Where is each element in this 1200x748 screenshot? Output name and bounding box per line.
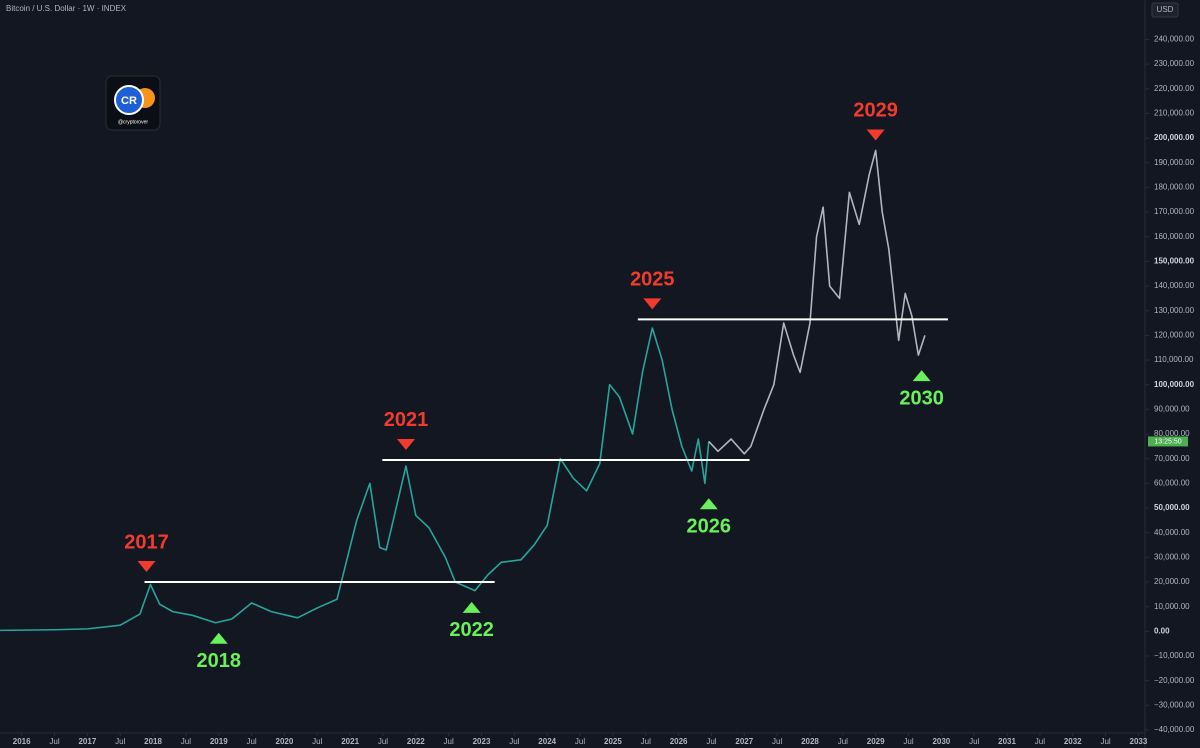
x-tick-label: Jul (772, 737, 782, 746)
x-tick-label: 2024 (538, 737, 556, 746)
y-tick-label: 120,000.00 (1154, 331, 1195, 340)
x-tick-label: Jul (378, 737, 388, 746)
annotation-label: 2029 (853, 100, 898, 122)
currency: USD (1157, 5, 1174, 14)
annotation-label: 2022 (449, 619, 494, 641)
price-tag (1148, 436, 1188, 447)
y-tick-label: 90,000.00 (1154, 405, 1190, 414)
annotation-label: 2030 (899, 387, 944, 409)
y-tick-label: 0.00 (1154, 626, 1170, 635)
y-tick-label: 160,000.00 (1154, 232, 1195, 241)
y-tick-label: −30,000.00 (1154, 700, 1195, 709)
y-tick-label: −20,000.00 (1154, 676, 1195, 685)
bottom-marker (912, 370, 931, 382)
y-tick-label: 150,000.00 (1154, 257, 1195, 266)
x-tick-label: Jul (575, 737, 585, 746)
x-tick-label: 2022 (407, 737, 425, 746)
annotation-label: 2017 (124, 531, 169, 553)
y-tick-label: 70,000.00 (1154, 454, 1190, 463)
y-tick-label: −40,000.00 (1154, 725, 1195, 734)
x-tick-label: 2027 (735, 737, 753, 746)
x-tick-label: 2026 (670, 737, 688, 746)
price-line (0, 327, 710, 632)
x-tick-label: 2033 (1130, 737, 1148, 746)
y-tick-label: 60,000.00 (1154, 478, 1190, 487)
x-tick-label: 2021 (341, 737, 359, 746)
x-tick-label: 2023 (473, 737, 491, 746)
top-marker (643, 298, 662, 310)
y-tick-label: 80,000.00 (1154, 429, 1190, 438)
y-tick-label: 230,000.00 (1154, 59, 1195, 68)
x-tick-label: 2020 (276, 737, 294, 746)
x-tick-label: Jul (115, 737, 125, 746)
x-tick-label: Jul (509, 737, 519, 746)
x-tick-label: 2016 (13, 737, 31, 746)
bottom-marker (462, 601, 481, 613)
x-tick-label: 2030 (932, 737, 950, 746)
logo-handle: @cryptorover (118, 119, 148, 125)
x-tick-label: Jul (1035, 737, 1045, 746)
y-tick-label: 220,000.00 (1154, 84, 1195, 93)
annotation-label: 2021 (384, 409, 429, 431)
x-tick-label: Jul (969, 737, 979, 746)
x-tick-label: Jul (838, 737, 848, 746)
currency-box[interactable] (1151, 2, 1179, 18)
y-tick-label: 130,000.00 (1154, 306, 1195, 315)
y-tick-label: 50,000.00 (1154, 503, 1190, 512)
y-tick-label: 20,000.00 (1154, 577, 1190, 586)
x-tick-label: Jul (1100, 737, 1110, 746)
x-tick-label: Jul (444, 737, 454, 746)
x-tick-label: 2025 (604, 737, 622, 746)
y-tick-label: 170,000.00 (1154, 207, 1195, 216)
top-marker (396, 438, 415, 450)
y-tick-label: 40,000.00 (1154, 528, 1190, 537)
logo-mark: CR (121, 95, 137, 107)
x-tick-label: Jul (903, 737, 913, 746)
x-tick-label: 2017 (78, 737, 96, 746)
y-tick-label: 190,000.00 (1154, 158, 1195, 167)
y-tick-label: 10,000.00 (1154, 602, 1190, 611)
x-tick-label: 2029 (867, 737, 885, 746)
y-tick-label: 210,000.00 (1154, 109, 1195, 118)
x-tick-label: Jul (246, 737, 256, 746)
y-tick-label: 140,000.00 (1154, 281, 1195, 290)
x-tick-label: 2028 (801, 737, 819, 746)
x-tick-label: Jul (312, 737, 322, 746)
annotation-label: 2018 (197, 650, 242, 672)
y-tick-label: 30,000.00 (1154, 552, 1190, 561)
x-tick-label: Jul (181, 737, 191, 746)
logo-circle (114, 85, 144, 115)
bottom-marker (699, 498, 718, 510)
x-tick-label: 2019 (210, 737, 228, 746)
x-tick-label: Jul (706, 737, 716, 746)
y-tick-label: 240,000.00 (1154, 35, 1195, 44)
x-tick-label: 2018 (144, 737, 162, 746)
countdown: 13:25:50 (1154, 438, 1181, 445)
x-tick-label: 2031 (998, 737, 1016, 746)
y-tick-label: 180,000.00 (1154, 183, 1195, 192)
x-tick-label: Jul (641, 737, 651, 746)
y-tick-label: 110,000.00 (1154, 355, 1194, 364)
top-marker (137, 561, 156, 573)
annotation-label: 2025 (630, 269, 675, 291)
top-marker (866, 129, 885, 141)
price-line (708, 149, 926, 455)
logo: CR @cryptorover (105, 75, 161, 131)
y-tick-label: 200,000.00 (1154, 133, 1195, 142)
x-tick-label: Jul (49, 737, 59, 746)
y-tick-label: 100,000.00 (1154, 380, 1195, 389)
annotation-label: 2026 (687, 516, 732, 538)
symbol-title: Bitcoin / U.S. Dollar · 1W · INDEX (6, 4, 127, 13)
x-tick-label: 2032 (1064, 737, 1082, 746)
bottom-marker (209, 632, 228, 644)
y-tick-label: −10,000.00 (1154, 651, 1195, 660)
